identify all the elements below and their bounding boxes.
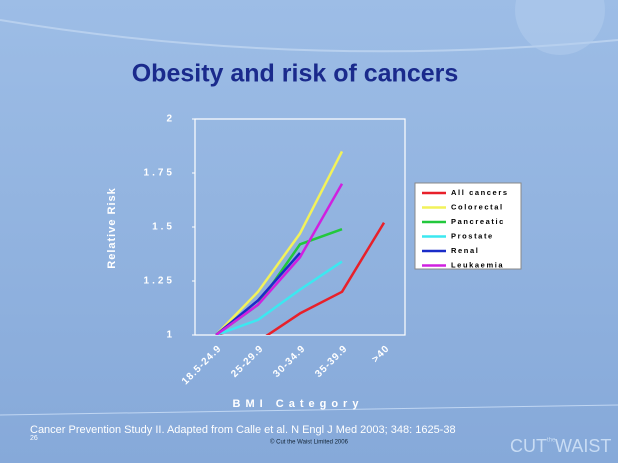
copyright: © Cut the Waist Limited 2006 (270, 439, 349, 446)
plot-lines (215, 150, 386, 335)
legend-label: All cancers (451, 188, 509, 197)
x-axis-label: BMI Category (233, 398, 364, 410)
logo: the (547, 438, 556, 444)
y-tick-label: 1 (166, 330, 175, 341)
logo: CUT (510, 436, 547, 456)
legend-label: Pancreatic (451, 217, 505, 226)
y-tick-label: 2 (166, 114, 175, 125)
legend-label: Renal (451, 246, 479, 255)
decor (515, 0, 605, 55)
series-line (215, 260, 343, 335)
legend (414, 182, 522, 270)
y-tick-label: 1.5 (152, 222, 175, 233)
series-line (215, 183, 344, 335)
logo: WAIST (555, 436, 611, 456)
decor (0, 404, 618, 416)
y-tick-label: 1.75 (144, 168, 175, 179)
series-line (215, 150, 344, 335)
legend-label: Prostate (451, 231, 494, 240)
slide-number: 26 (30, 435, 38, 442)
source: Cancer Prevention Study II. Adapted from… (30, 424, 456, 436)
legend-label: Colorectal (451, 202, 504, 211)
decor (0, 19, 618, 53)
series-line (216, 222, 386, 335)
y-tick-label: 1.25 (144, 276, 175, 287)
chart-title: Obesity and risk of cancers (132, 60, 459, 88)
legend-label: Leukaemia (451, 260, 504, 269)
y-axis-label: Relative Risk (106, 187, 118, 268)
